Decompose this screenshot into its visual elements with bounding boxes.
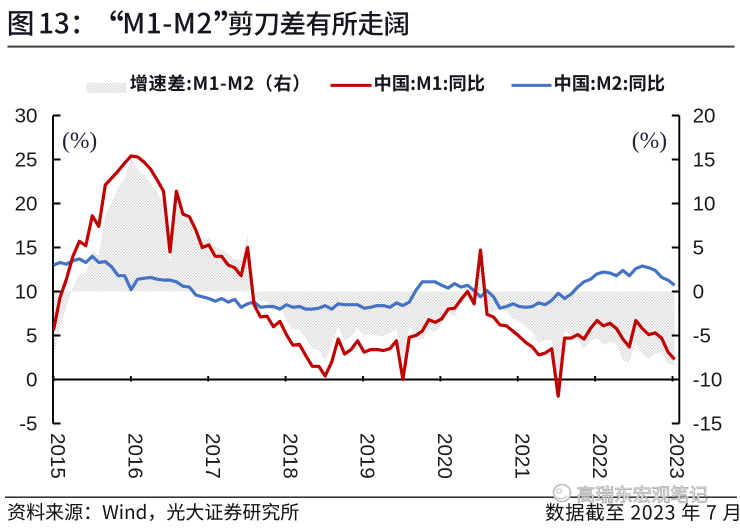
- svg-text:0: 0: [26, 369, 37, 392]
- svg-text:2016: 2016: [124, 433, 147, 479]
- svg-text:20: 20: [15, 193, 38, 216]
- svg-text:-5: -5: [19, 413, 37, 436]
- svg-text:30: 30: [15, 105, 38, 128]
- svg-text:15: 15: [693, 149, 716, 172]
- svg-text:(%): (%): [62, 128, 97, 154]
- svg-text:20: 20: [693, 105, 716, 128]
- svg-text:10: 10: [693, 193, 716, 216]
- svg-text:2020: 2020: [433, 433, 456, 479]
- svg-text:2022: 2022: [588, 433, 611, 479]
- svg-text:(%): (%): [632, 128, 667, 154]
- svg-text:2023: 2023: [665, 433, 688, 479]
- svg-text:5: 5: [693, 237, 704, 260]
- svg-text:0: 0: [693, 281, 704, 304]
- svg-text:25: 25: [15, 149, 38, 172]
- svg-text:2019: 2019: [356, 433, 379, 479]
- svg-text:2015: 2015: [46, 433, 69, 479]
- svg-text:-5: -5: [693, 325, 711, 348]
- svg-text:2017: 2017: [201, 433, 224, 479]
- svg-text:15: 15: [15, 237, 38, 260]
- svg-text:2021: 2021: [510, 433, 533, 479]
- svg-text:5: 5: [26, 325, 37, 348]
- svg-text:-15: -15: [693, 413, 723, 436]
- svg-text:10: 10: [15, 281, 38, 304]
- svg-text:-10: -10: [693, 369, 723, 392]
- svg-text:2018: 2018: [278, 433, 301, 479]
